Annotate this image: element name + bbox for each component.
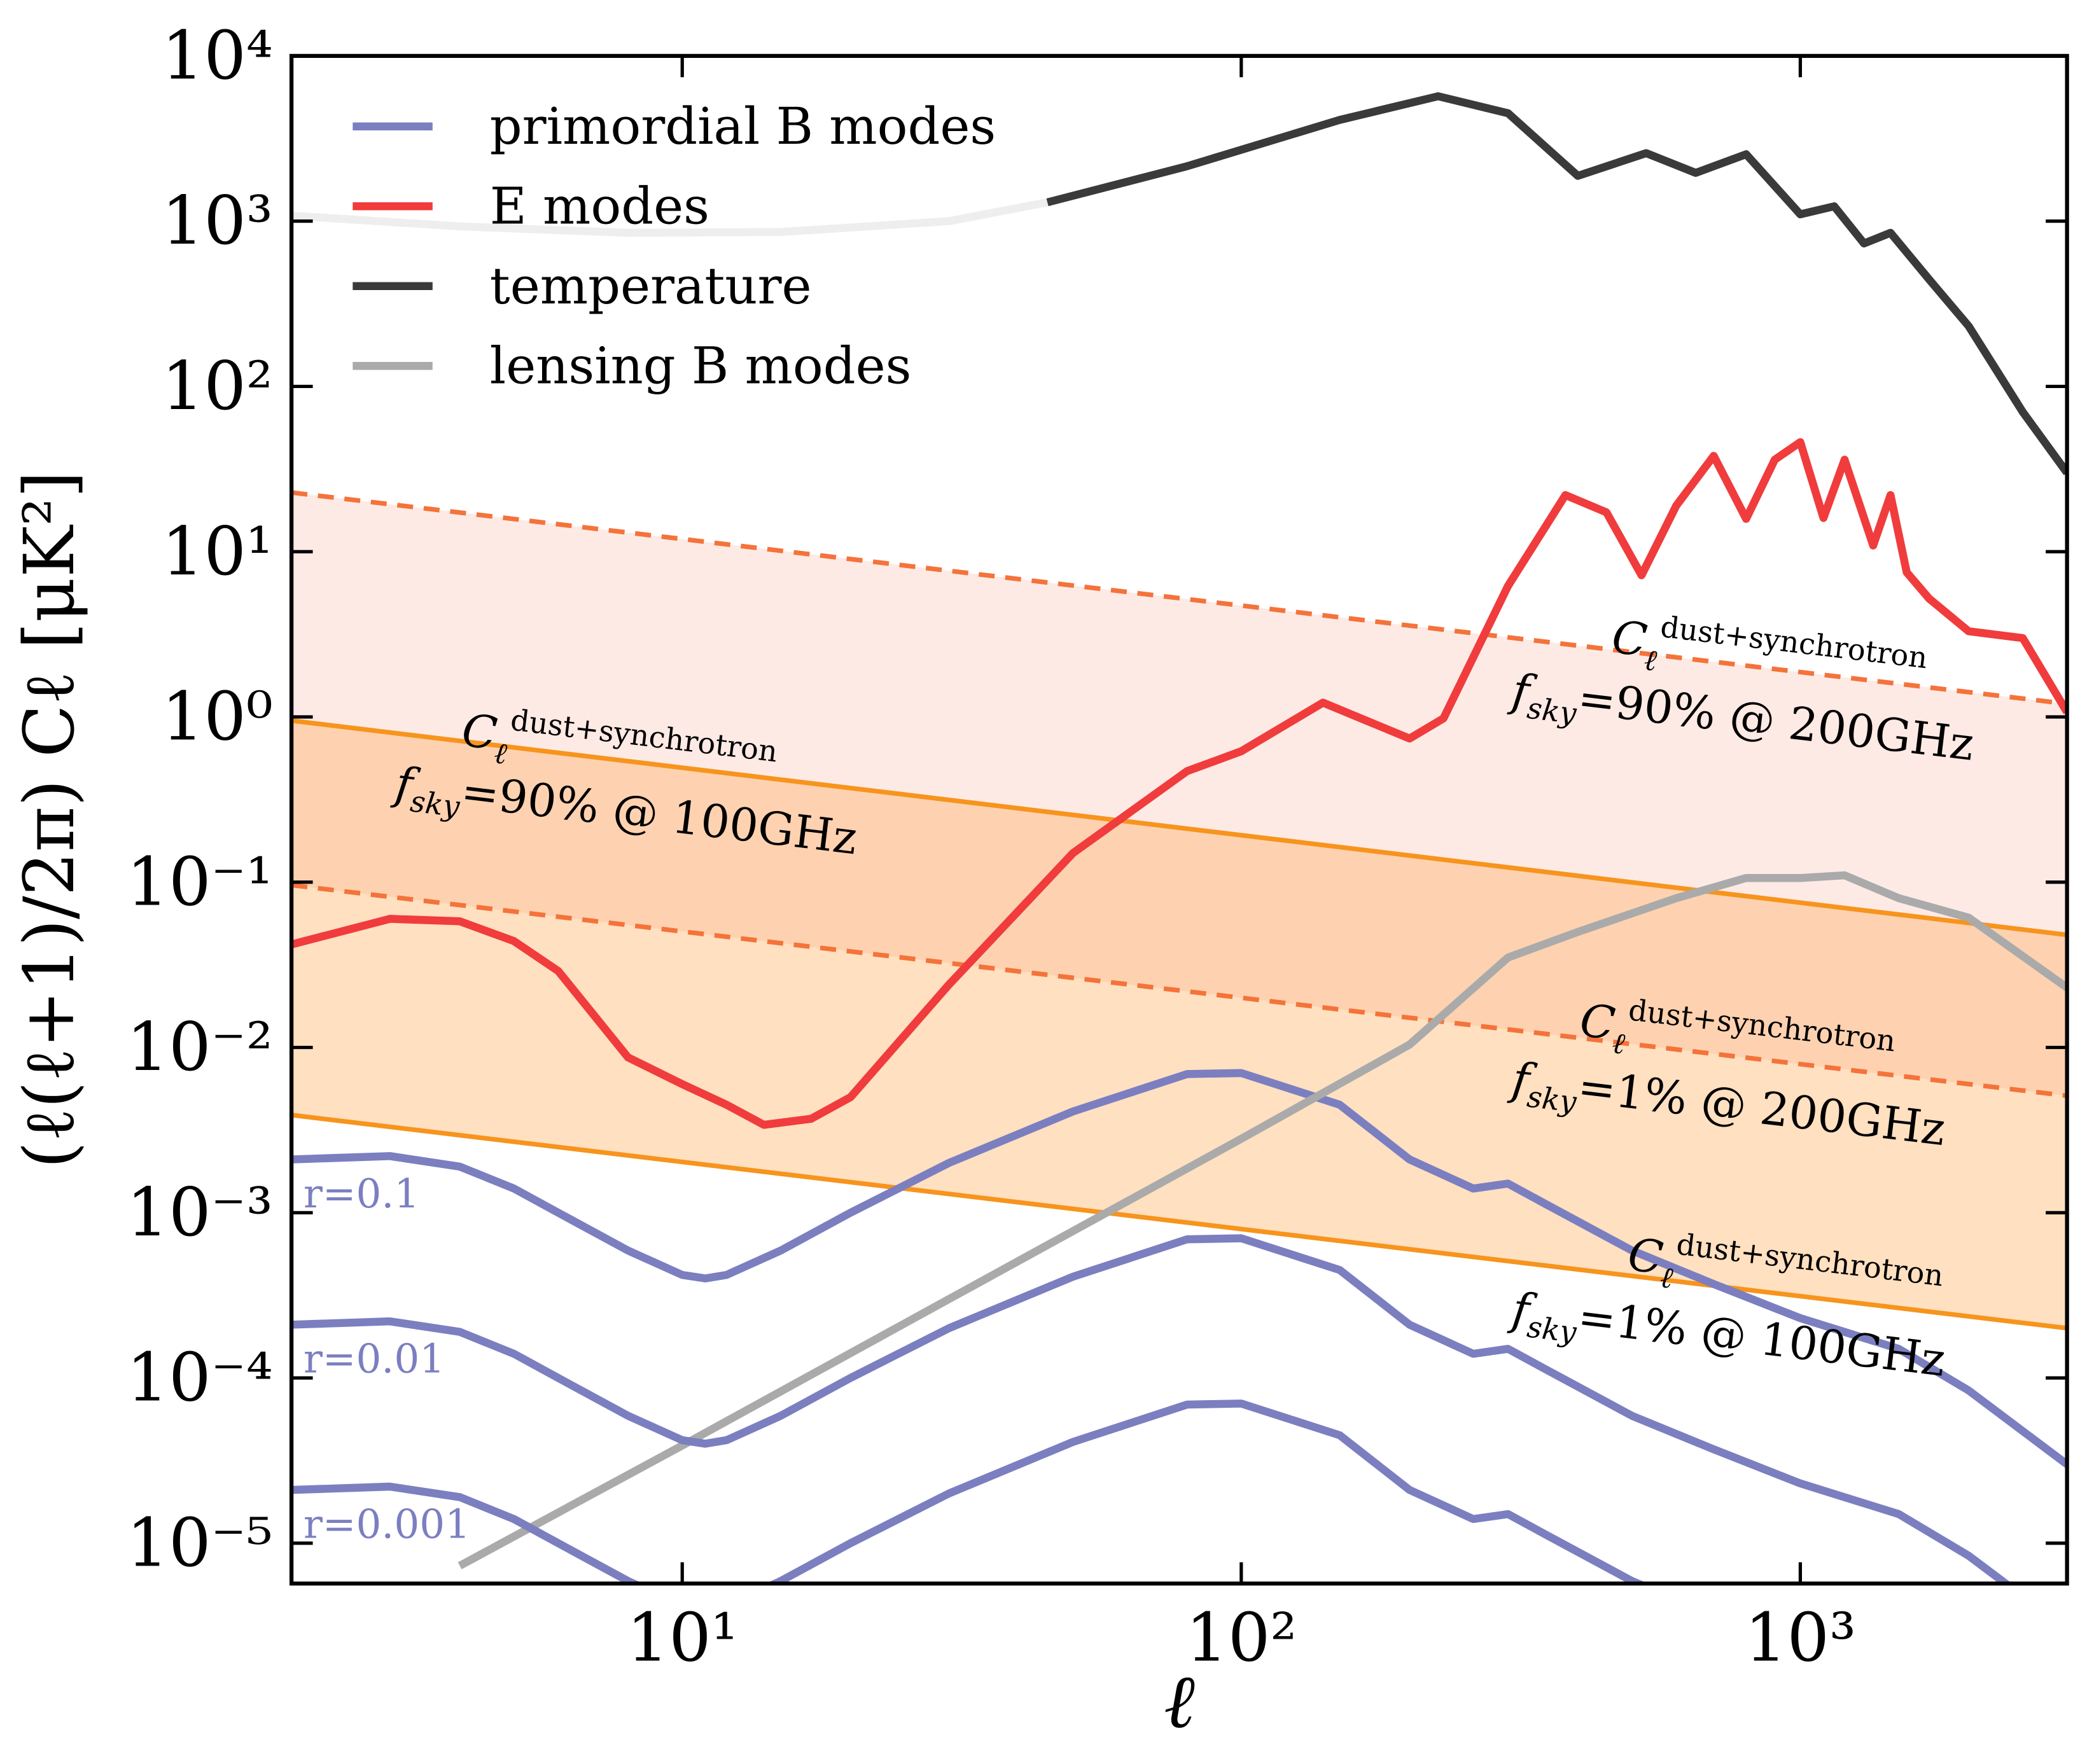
- legend-label: temperature: [490, 256, 812, 316]
- y-tick-label: 10⁰: [162, 678, 273, 756]
- axes: 10¹ 10² 10³ 10⁴ 10³ 10² 10¹ 10⁰ 10⁻¹ 10⁻² 10⁻³ 10⁻⁴…: [127, 17, 2069, 1677]
- y-tick-label: 10⁻³: [127, 1174, 273, 1251]
- x-tick-label: 10³: [1745, 1599, 1856, 1677]
- y-tick-label: 10²: [162, 347, 273, 425]
- f-sub: sky: [1525, 691, 1579, 731]
- f-sub: sky: [408, 784, 462, 824]
- axes-frame: [289, 53, 2069, 1586]
- series-line: [291, 1069, 2067, 1468]
- y-tick-label: 10⁻²: [127, 1008, 273, 1086]
- series-label: r=0.01: [304, 1336, 445, 1382]
- series-line: [291, 1234, 2013, 1584]
- f-sub: sky: [1525, 1080, 1579, 1120]
- series-line: [291, 1399, 1649, 1584]
- y-tick-label: 10¹: [162, 513, 273, 590]
- f-sub: sky: [1525, 1309, 1579, 1349]
- y-tick-label: 10⁻⁵: [127, 1504, 273, 1581]
- plot-area: [291, 92, 2067, 1584]
- legend-label: lensing B modes: [490, 336, 912, 395]
- x-axis-label: ℓ: [1164, 1658, 1195, 1745]
- legend-label: primordial B modes: [490, 97, 996, 156]
- y-tick-label: 10⁴: [162, 17, 273, 94]
- y-tick-label: 10⁻⁴: [127, 1339, 273, 1417]
- x-tick-label: 10¹: [627, 1599, 738, 1677]
- band-fill: [291, 492, 2067, 1096]
- foreground-line: [291, 882, 2067, 1099]
- series-line: [1046, 92, 2067, 475]
- foreground-line: [291, 718, 2067, 938]
- series-label: r=0.1: [304, 1170, 419, 1217]
- series-line: [457, 871, 2067, 1569]
- y-axis-label: (ℓ(ℓ+1)/2π) Cℓ [μK²]: [9, 471, 90, 1168]
- band-fill: [291, 720, 2067, 1328]
- y-tick-label: 10⁻¹: [127, 843, 273, 920]
- foreground-line: [291, 1113, 2067, 1331]
- series-label: r=0.001: [304, 1501, 470, 1547]
- foreground-line: [291, 490, 2067, 707]
- series-line: [291, 198, 1049, 237]
- symbol: C: [1609, 610, 1650, 667]
- symbol: C: [1577, 994, 1618, 1050]
- legend-label: E modes: [490, 176, 709, 235]
- series-line: [291, 438, 2067, 1129]
- y-tick-label: 10³: [162, 182, 273, 260]
- symbol: C: [459, 704, 500, 760]
- symbol: C: [1625, 1228, 1666, 1284]
- x-tick-label: 10²: [1185, 1599, 1297, 1677]
